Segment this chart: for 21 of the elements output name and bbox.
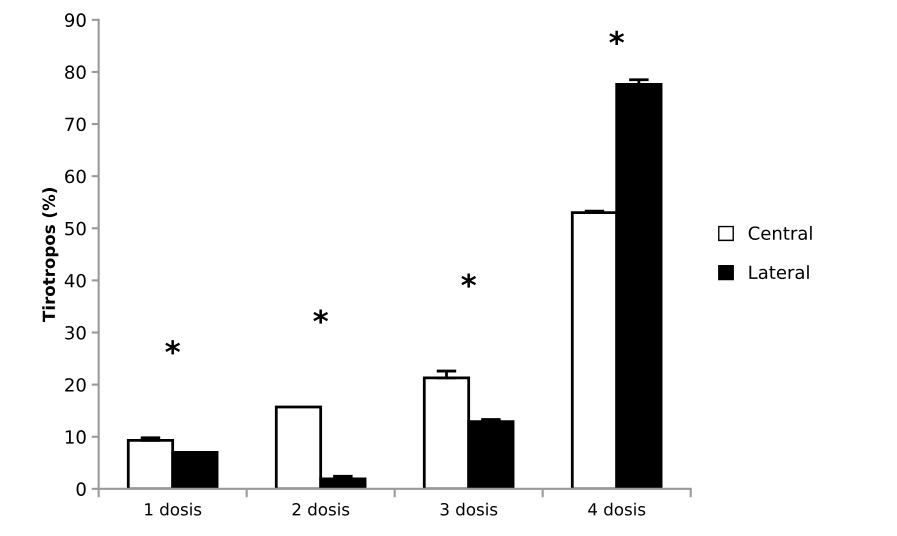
x-tick-label: 3 dosis	[440, 502, 498, 516]
y-tick-label: 20	[65, 378, 86, 392]
x-tick-label: 4 dosis	[588, 502, 646, 516]
y-tick-label: 30	[65, 326, 86, 340]
y-tick-label: 50	[65, 222, 86, 236]
y-tick-label: 70	[65, 118, 86, 132]
annotation: *	[165, 340, 180, 354]
x-tick-label: 2 dosis	[292, 502, 350, 516]
annotation: *	[609, 30, 624, 45]
legend-label: Lateral	[749, 265, 809, 280]
y-tick-label: 40	[64, 274, 86, 288]
x-tick-label: 1 dosis	[145, 502, 202, 516]
y-tick-label: 80	[65, 65, 86, 80]
legend-label: Central	[748, 226, 812, 240]
y-tick-label: 90	[65, 13, 86, 27]
y-axis-title: Tirotropos (%)	[42, 188, 58, 322]
y-tick-label: 0	[76, 482, 86, 496]
y-tick-label: 10	[66, 430, 86, 444]
y-tick-label: 60	[65, 170, 86, 184]
annotation: *	[313, 309, 328, 324]
annotation: *	[461, 273, 476, 288]
